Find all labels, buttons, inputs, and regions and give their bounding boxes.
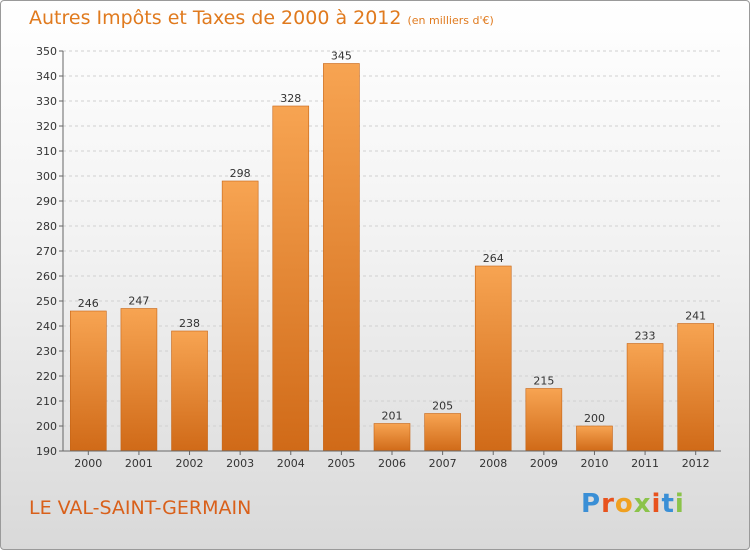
x-tick-label-2001: 2001	[125, 457, 153, 470]
place-name: LE VAL-SAINT-GERMAIN	[29, 497, 252, 519]
proxiti-logo: Proxiti	[581, 489, 685, 519]
bar-2003	[221, 180, 259, 452]
bar-2007	[424, 413, 461, 452]
x-tick-label-2008: 2008	[479, 457, 507, 470]
y-tick-label: 290	[36, 195, 57, 208]
axes	[62, 51, 721, 452]
bar-2005	[323, 63, 360, 452]
chart-subtitle: (en milliers d'€)	[407, 14, 494, 27]
y-tick-label: 300	[36, 170, 57, 183]
chart-title: Autres Impôts et Taxes de 2000 à 2012 (en…	[29, 7, 494, 29]
bar-2000	[70, 310, 107, 452]
grid-lines	[63, 50, 721, 452]
logo-letter: o	[614, 489, 634, 519]
y-tick-label: 320	[36, 120, 57, 133]
value-label-2005: 345	[331, 50, 352, 63]
y-tick-label: 260	[36, 270, 57, 283]
value-label-2012: 241	[685, 310, 706, 323]
value-label-2007: 205	[432, 400, 453, 413]
value-label-2001: 247	[128, 295, 149, 308]
y-tick-label: 210	[36, 395, 57, 408]
y-tick-label: 240	[36, 320, 57, 333]
y-tick-label: 200	[36, 420, 57, 433]
value-label-2011: 233	[635, 330, 656, 343]
x-tick-label-2004: 2004	[277, 457, 305, 470]
y-tick-label: 280	[36, 220, 57, 233]
x-tick-label-2010: 2010	[580, 457, 608, 470]
y-axis-ticks: 190 200 210 220 230 240 250 260 270 280 290 300 310 3…	[36, 45, 63, 458]
value-label-2002: 238	[179, 317, 200, 330]
y-tick-label: 230	[36, 345, 57, 358]
bar-2002	[171, 330, 208, 452]
y-tick-label: 270	[36, 245, 57, 258]
x-tick-label-2000: 2000	[74, 457, 102, 470]
bar-2001	[120, 308, 158, 452]
bar-2009	[525, 388, 563, 452]
y-tick-label: 330	[36, 95, 57, 108]
value-label-2004: 328	[280, 92, 301, 105]
value-label-2008: 264	[483, 252, 504, 265]
bar-2008	[474, 265, 512, 452]
logo-letter: P	[581, 489, 602, 519]
value-label-2010: 200	[584, 412, 605, 425]
value-label-2000: 246	[78, 297, 99, 310]
value-label-2003: 298	[230, 167, 251, 180]
logo-letter: x	[633, 489, 652, 519]
x-tick-label-2006: 2006	[378, 457, 406, 470]
logo-letter: r	[601, 489, 615, 519]
bar-2011	[626, 343, 664, 452]
bar-2004	[272, 105, 310, 452]
value-label-2006: 201	[382, 410, 403, 423]
x-tick-label-2003: 2003	[226, 457, 254, 470]
logo-letter: i	[674, 489, 685, 519]
y-tick-label: 340	[36, 70, 57, 83]
y-tick-label: 250	[36, 295, 57, 308]
value-label-2009: 215	[533, 375, 554, 388]
x-tick-label-2011: 2011	[631, 457, 659, 470]
y-tick-label: 310	[36, 145, 57, 158]
bar-2010	[576, 425, 613, 452]
bar-2012	[677, 323, 714, 452]
x-tick-label-2002: 2002	[176, 457, 204, 470]
logo-letter: t	[661, 489, 675, 519]
x-tick-label-2007: 2007	[429, 457, 457, 470]
bar-2006	[373, 423, 411, 452]
chart-title-text: Autres Impôts et Taxes de 2000 à 2012	[29, 7, 402, 29]
logo-letter: i	[651, 489, 662, 519]
y-tick-label: 350	[36, 45, 57, 58]
y-tick-label: 190	[36, 445, 57, 458]
x-tick-label-2005: 2005	[327, 457, 355, 470]
y-tick-label: 220	[36, 370, 57, 383]
x-tick-label-2009: 2009	[530, 457, 558, 470]
x-axis-ticks: 2000 2001 2002 2003 2004 2005 2006 2007 2008 2009…	[74, 451, 710, 470]
bars: 246 247 238 298 328 345 201 205 264 215 200 233 241	[70, 50, 714, 452]
x-tick-label-2012: 2012	[682, 457, 710, 470]
